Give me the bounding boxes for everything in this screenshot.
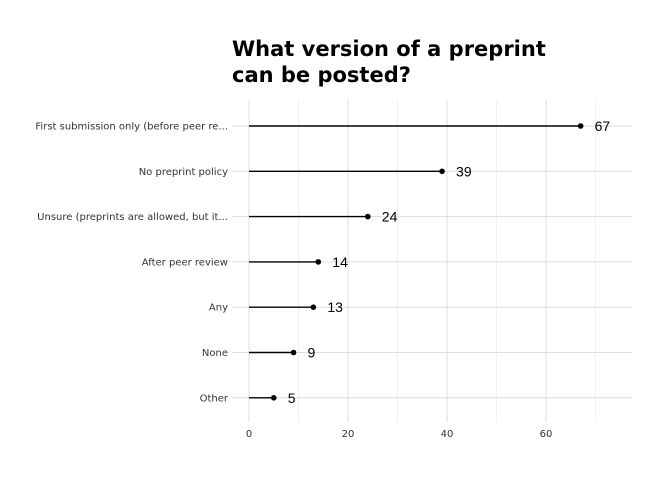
x-tick-label: 0 [246,429,252,440]
lollipop-point [310,304,317,311]
category-label: First submission only (before peer re... [35,122,228,133]
category-label: None [202,348,228,359]
lollipop-point [577,123,584,129]
x-tick-label: 60 [540,429,553,440]
x-tick-label: 20 [342,429,355,440]
lollipop-point [439,168,445,175]
data-label: 39 [456,163,472,179]
category-label: Any [209,303,228,314]
marks-layer [249,123,584,401]
category-label: After peer review [142,257,228,268]
x-tick-label: 40 [441,429,454,440]
data-label: 14 [332,254,348,270]
data-label: 24 [382,209,398,225]
lollipop-point [290,349,297,356]
data-label: 5 [288,390,296,406]
lollipop-point [365,213,371,220]
category-label: No preprint policy [139,167,228,178]
category-label: Unsure (preprints are allowed, but it... [37,212,228,223]
labels-layer: 0 20 40 60 First submission only (before pee… [35,118,610,440]
chart-title: What version of a preprint can be posted… [232,37,546,87]
category-label: Other [200,393,229,404]
lollipop-point [315,259,322,265]
lollipop-point [270,395,277,401]
data-label: 67 [595,118,611,134]
grid-layer [232,100,632,422]
data-label: 13 [327,299,343,315]
data-label: 9 [308,345,316,361]
